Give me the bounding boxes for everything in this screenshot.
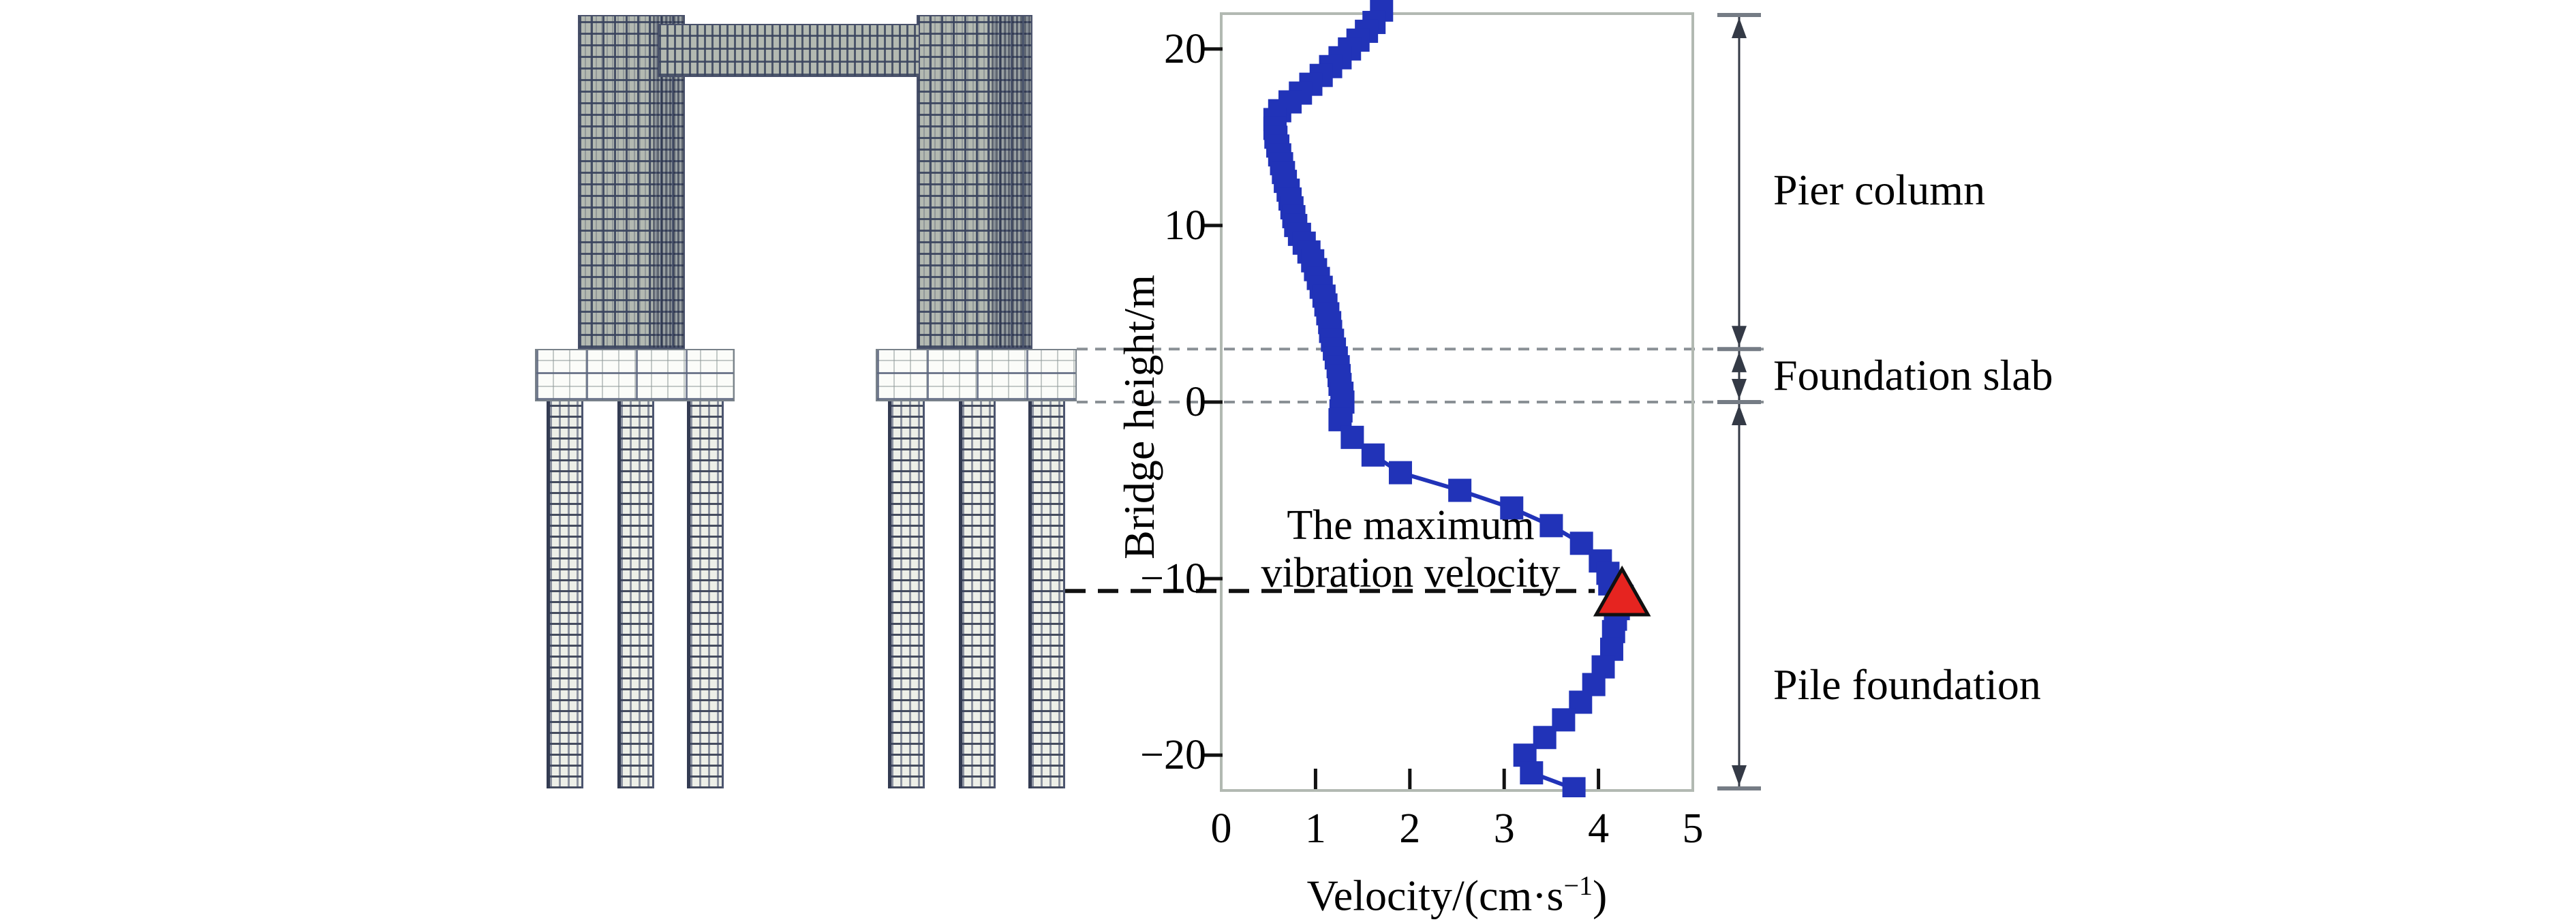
zone-label-pile-foundation: Pile foundation <box>1773 660 2041 709</box>
max-velocity-annotation-line1: The maximum <box>1287 502 1535 549</box>
data-point-marker <box>1340 425 1364 449</box>
zone-label-foundation-slab: Foundation slab <box>1773 351 2053 399</box>
dimension-arrow-up <box>1732 405 1747 425</box>
dimension-arrow-down <box>1732 379 1747 399</box>
max-velocity-annotation: The maximum vibration velocity <box>1261 502 1560 597</box>
data-point-marker <box>1500 496 1524 520</box>
x-tick-label: 1 <box>1304 805 1326 852</box>
mesh-pile <box>1028 401 1065 788</box>
dimension-arrow-down <box>1732 765 1747 786</box>
mesh-pile <box>959 401 996 788</box>
x-tick-label: 2 <box>1399 805 1421 852</box>
mesh-cap-beam <box>658 24 920 77</box>
data-point-marker <box>1361 443 1385 467</box>
dimension-arrow-up <box>1732 352 1747 373</box>
mesh-pile <box>547 401 583 788</box>
x-tick-label: 3 <box>1493 805 1515 852</box>
data-point-marker <box>1388 461 1412 485</box>
y-tick-label: 10 <box>1164 202 1206 249</box>
mesh-right-column-dense-band <box>992 16 1031 348</box>
y-tick-label: −20 <box>1140 732 1206 779</box>
velocity-profile-chart <box>1065 0 1764 797</box>
mesh-right-foundation-slab <box>876 349 1077 401</box>
data-point-marker <box>1539 514 1563 538</box>
data-point-marker <box>1448 478 1472 502</box>
y-tick-label: 0 <box>1185 379 1206 425</box>
mesh-pile <box>888 401 925 788</box>
mesh-left-foundation-slab <box>535 349 735 401</box>
x-tick-label: 5 <box>1682 805 1704 852</box>
x-axis-title-superscript: −1 <box>1563 870 1593 901</box>
y-axis-title: Bridge height/m <box>1115 275 1163 559</box>
dimension-arrow-down <box>1732 326 1747 347</box>
mesh-right-pier-column <box>917 15 1032 349</box>
max-velocity-triangle-marker <box>1593 565 1651 617</box>
x-axis-title-text: Velocity/(cm·s <box>1306 871 1564 920</box>
data-point-marker <box>1533 726 1557 750</box>
mesh-pile <box>687 401 724 788</box>
dimension-arrow-up <box>1732 18 1747 38</box>
x-tick-label: 4 <box>1588 805 1610 852</box>
velocity-profile-line <box>1272 9 1625 791</box>
data-point-marker <box>1562 777 1586 797</box>
y-tick-label: −10 <box>1140 555 1206 602</box>
x-tick-label: 0 <box>1210 805 1232 852</box>
zone-label-pier-column: Pier column <box>1773 166 1986 214</box>
y-tick-label: 20 <box>1164 25 1206 72</box>
x-axis-title-close: ) <box>1593 871 1608 920</box>
mesh-pile <box>617 401 654 788</box>
x-axis-title: Velocity/(cm·s−1) <box>1307 870 1608 921</box>
data-point-marker <box>1520 761 1544 785</box>
max-velocity-annotation-line2: vibration velocity <box>1261 550 1561 596</box>
plot-border <box>1220 12 1694 792</box>
